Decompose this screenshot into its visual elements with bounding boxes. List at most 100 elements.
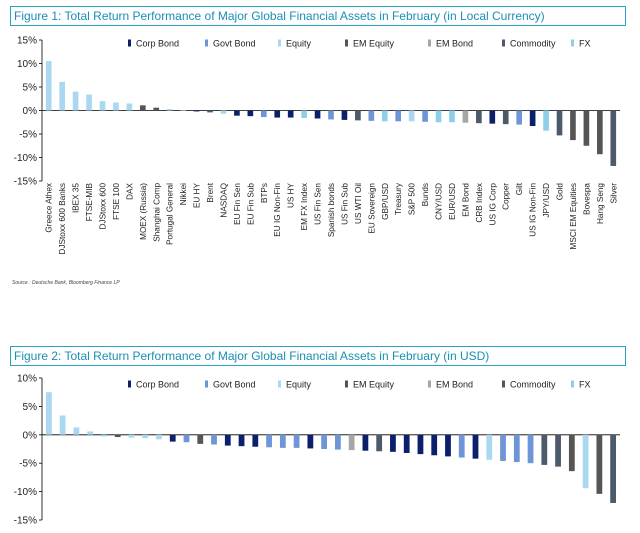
x-tick-label: JPY/USD: [542, 183, 551, 218]
x-tick-label: Treasury: [394, 182, 403, 215]
x-tick-label: EM FX Index: [300, 183, 309, 230]
x-tick-label: Silver: [609, 183, 618, 204]
legend-swatch: [428, 380, 431, 388]
bar: [72, 91, 79, 111]
legend-swatch: [345, 39, 348, 47]
bar: [489, 110, 496, 124]
bar: [381, 110, 388, 122]
legend-label: EM Equity: [353, 39, 395, 49]
bar: [334, 434, 341, 450]
bar: [126, 103, 133, 111]
legend-label: EM Bond: [436, 39, 473, 49]
bar: [555, 434, 561, 467]
x-tick-label: NASDAQ: [219, 183, 228, 218]
figure-1-chart: 15% 10% 5% 0% -5% -10% -15% Greece Athex DJStoxx…: [14, 36, 620, 254]
bar: [153, 107, 160, 111]
figure-2-title: Figure 2: Total Return Performance of Ma…: [10, 346, 626, 366]
y-tick-label: -5%: [19, 459, 37, 470]
bar: [516, 110, 523, 125]
bar: [321, 434, 328, 449]
bar: [390, 434, 396, 452]
bar: [417, 434, 424, 455]
bar: [486, 434, 493, 460]
x-tick-label: Gold: [556, 183, 565, 201]
x-tick-label: EM Bond: [461, 183, 470, 217]
bar: [183, 434, 190, 443]
y-tick-label: 0%: [23, 430, 38, 441]
x-tick-label: EU Fin Sub: [246, 183, 255, 225]
x-tick-label: Brent: [206, 182, 215, 202]
bar: [541, 434, 548, 465]
bar: [502, 110, 509, 125]
x-tick-label: Bovespa: [582, 183, 591, 215]
legend-swatch: [428, 39, 431, 47]
bar: [274, 110, 281, 118]
bar: [341, 110, 348, 120]
y-tick-label: 5%: [23, 83, 38, 94]
bar: [156, 434, 162, 440]
legend-swatch: [128, 380, 131, 388]
bar: [403, 434, 410, 453]
x-tick-label: FTSE 100: [112, 183, 121, 220]
bar: [266, 434, 272, 448]
bar: [610, 110, 617, 166]
bar: [362, 434, 369, 451]
bar: [45, 61, 52, 111]
x-tick-label: MOEX (Russia): [139, 183, 148, 240]
bar: [570, 110, 576, 141]
bar: [197, 434, 204, 444]
y-tick-label: 10%: [17, 374, 37, 385]
x-tick-label: Portugal General: [166, 183, 175, 245]
legend-label: FX: [579, 39, 591, 49]
x-tick-label: CNY/USD: [435, 183, 444, 220]
bar: [314, 110, 321, 119]
bar: [422, 110, 428, 122]
bar: [86, 94, 92, 111]
x-tick-label: US WTI Oil: [354, 183, 363, 224]
x-tick-label: Spanish bonds: [327, 183, 336, 237]
x-tick-label: EU IG Non-Fin: [273, 183, 282, 237]
figure-1: Figure 1: Total Return Performance of Ma…: [10, 6, 630, 296]
legend-label: Equity: [286, 39, 312, 49]
bar: [45, 392, 52, 435]
bar: [513, 434, 520, 463]
bar: [101, 434, 107, 437]
x-tick-label: BTPs: [260, 183, 269, 203]
x-tick-label: Copper: [502, 183, 511, 210]
legend-label: EM Bond: [436, 380, 473, 390]
x-tick-label: Shanghai Comp: [152, 183, 161, 242]
legend-swatch: [345, 380, 348, 388]
bar: [307, 434, 314, 449]
bar: [247, 110, 254, 117]
y-tick-label: 5%: [23, 402, 38, 413]
x-tick-label: DJStoxx 600 Banks: [58, 183, 67, 254]
figure-2: Figure 2: Total Return Performance of Ma…: [10, 346, 630, 533]
bar: [73, 427, 80, 435]
legend-swatch: [128, 39, 131, 47]
bar: [301, 110, 307, 119]
x-tick-label: MSCI EM Equities: [569, 183, 578, 249]
legend-label: Govt Bond: [213, 39, 256, 49]
x-tick-label: DAX: [125, 182, 134, 199]
bar: [395, 110, 402, 122]
x-tick-label: DJStoxx 600: [98, 183, 107, 230]
y-tick-label: -10%: [14, 487, 37, 498]
x-tick-label: Nikkei: [179, 183, 188, 205]
bar: [220, 110, 227, 114]
y-tick-label: -15%: [14, 177, 37, 188]
y-tick-label: 15%: [17, 36, 37, 47]
bar: [193, 110, 200, 112]
bar: [445, 434, 451, 457]
bar: [582, 434, 589, 489]
legend-label: EM Equity: [353, 380, 395, 390]
x-tick-label: Hang Seng: [596, 183, 605, 224]
bar: [476, 110, 482, 124]
legend-label: FX: [579, 380, 591, 390]
bar: [59, 81, 65, 111]
x-tick-label: CRB Index: [475, 183, 484, 223]
legend-swatch: [205, 39, 208, 47]
bar: [87, 431, 94, 435]
legend-swatch: [278, 380, 281, 388]
legend-label: Equity: [286, 380, 312, 390]
x-tick-label: EUR/USD: [448, 183, 457, 220]
